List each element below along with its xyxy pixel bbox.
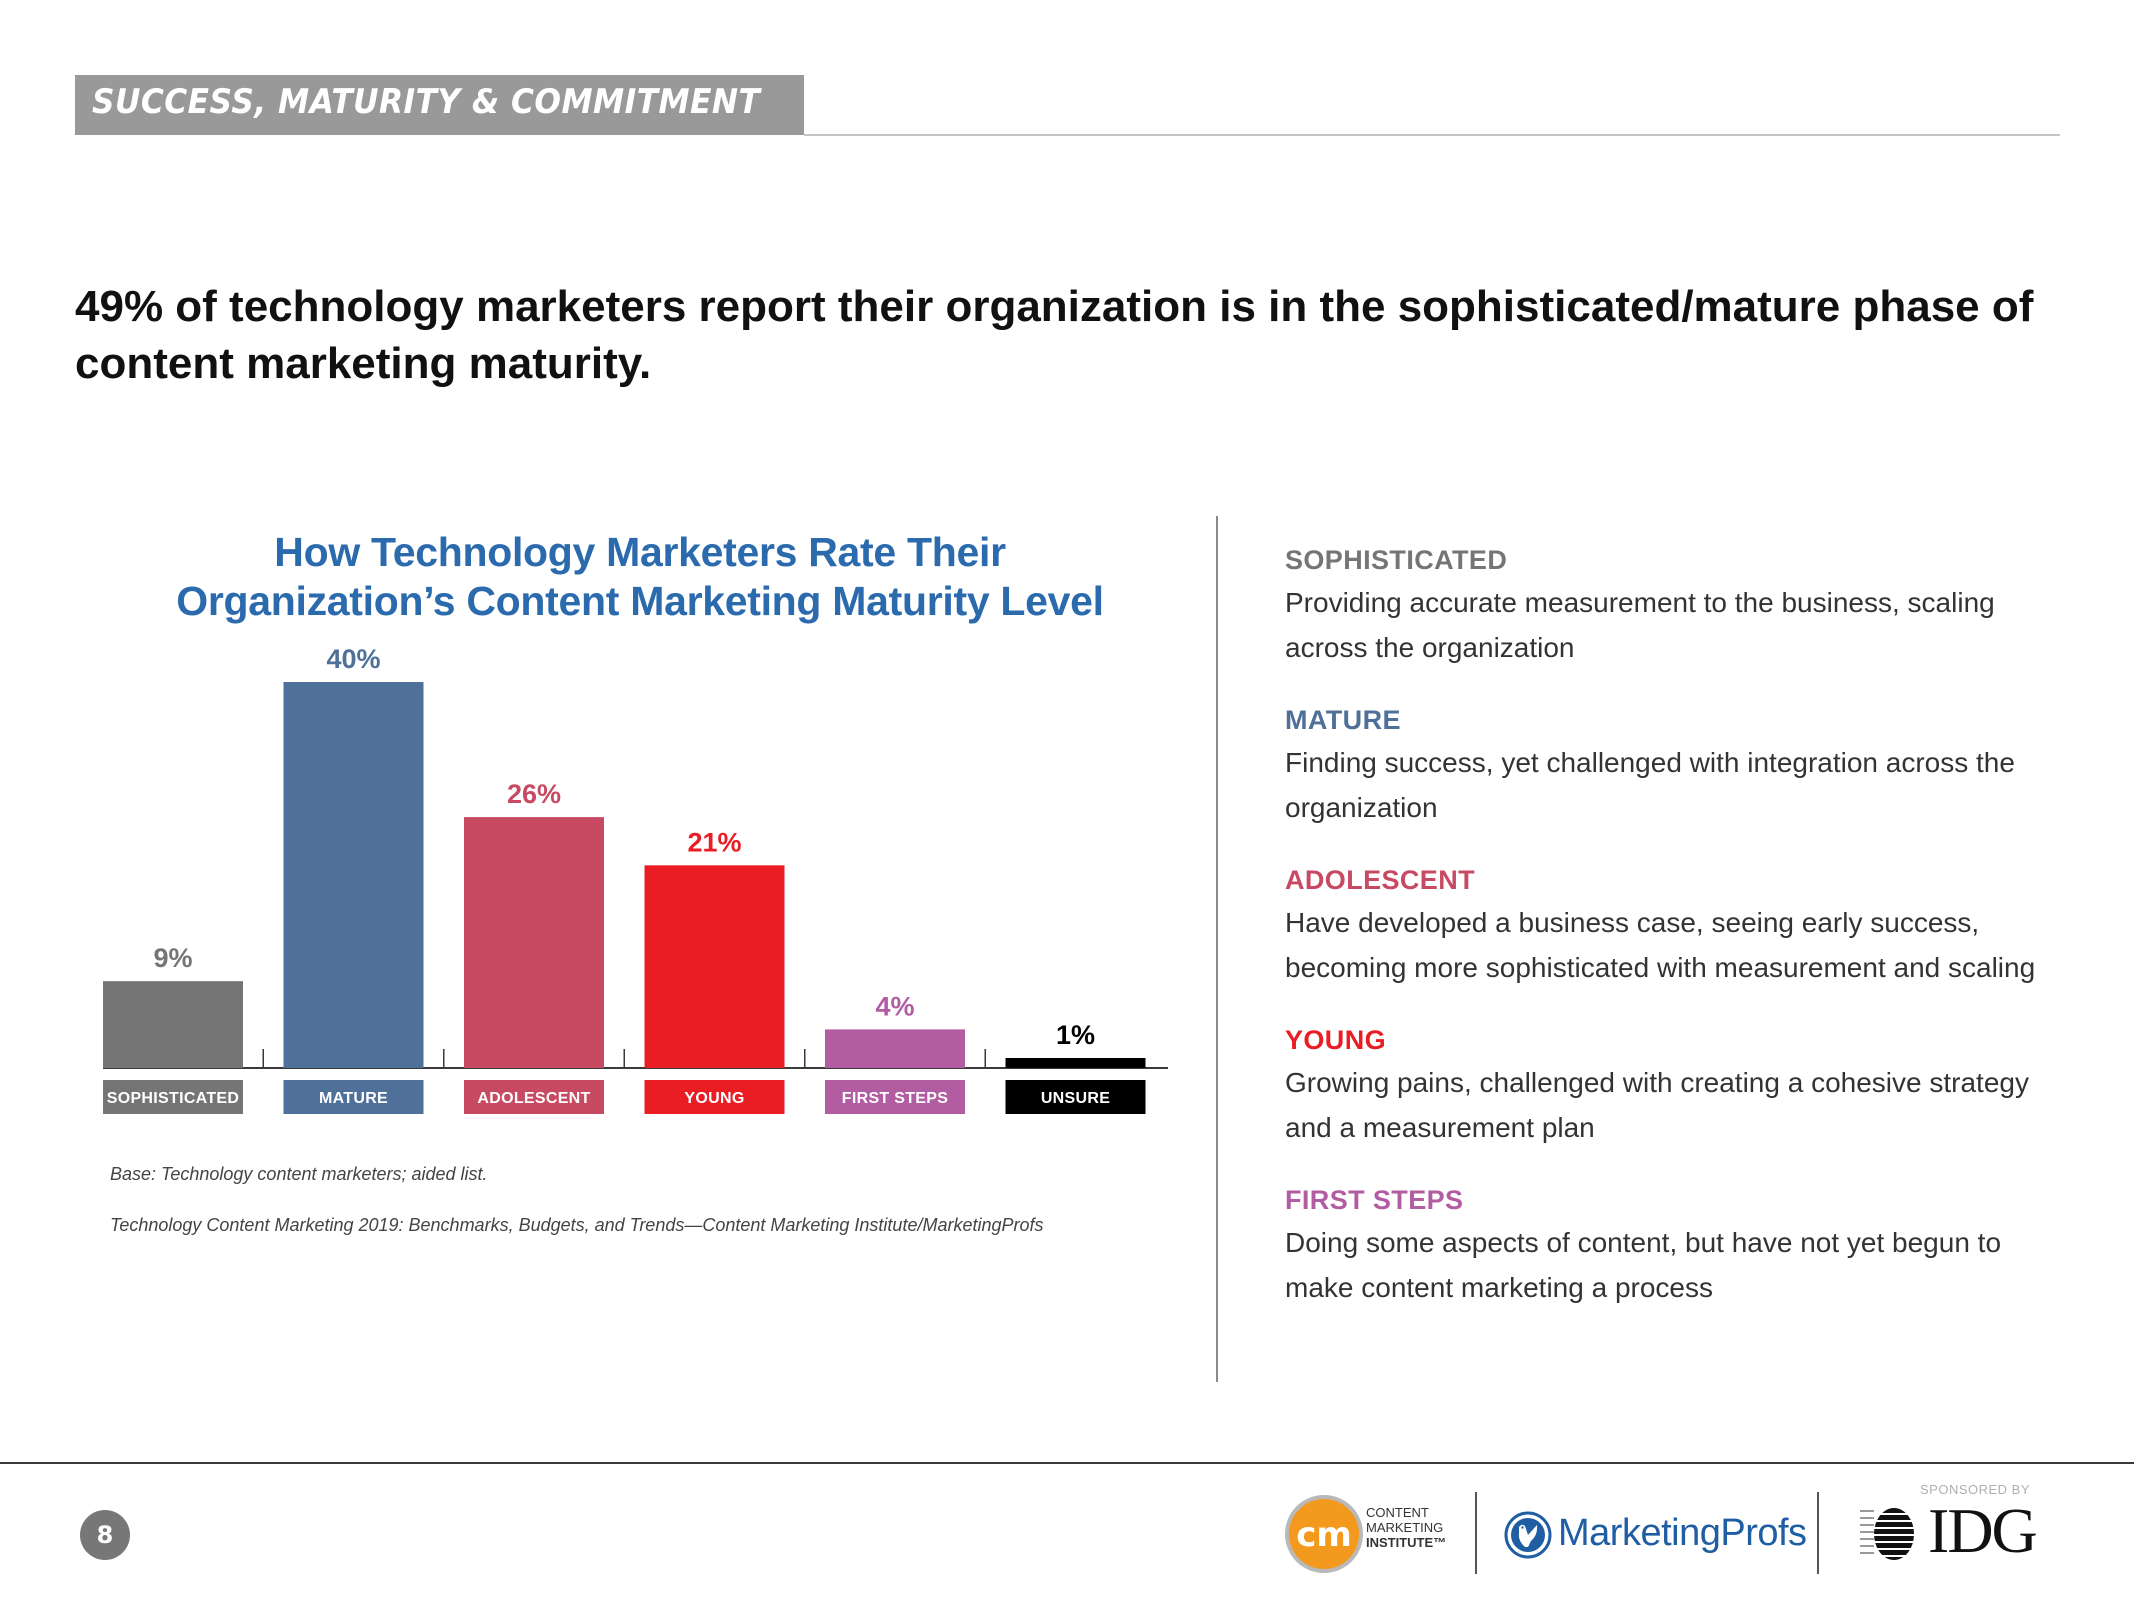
category-label-box bbox=[103, 1080, 243, 1114]
definition-description: Finding success, yet challenged with int… bbox=[1285, 747, 2015, 823]
chart-bars: 9% SOPHISTICATED 40% MATURE 26% ADOLESCENT 21%… bbox=[103, 644, 1168, 1114]
definition-description: Growing pains, challenged with creating … bbox=[1285, 1067, 2029, 1143]
idg-wordmark: IDG bbox=[1928, 1495, 2038, 1566]
category-label-box bbox=[464, 1080, 604, 1114]
category-label-box bbox=[825, 1080, 965, 1114]
cmi-line-1: CONTENT bbox=[1366, 1505, 1429, 1520]
chart-source-note: Technology Content Marketing 2019: Bench… bbox=[110, 1215, 1044, 1235]
category-label: MATURE bbox=[319, 1090, 388, 1107]
bar-adolescent bbox=[464, 817, 604, 1068]
bar-young bbox=[644, 865, 785, 1068]
category-label: ADOLESCENT bbox=[477, 1090, 590, 1107]
cmi-logo-glyph: cm bbox=[1296, 1515, 1352, 1555]
bar-value-label: 4% bbox=[875, 991, 914, 1021]
definition-sophisticated: SOPHISTICATED Providing accurate measure… bbox=[1285, 540, 2045, 670]
definition-first-steps: FIRST STEPS Doing some aspects of conten… bbox=[1285, 1180, 2045, 1310]
category-label: UNSURE bbox=[1041, 1090, 1110, 1107]
definition-term: SOPHISTICATED bbox=[1285, 545, 1508, 575]
cmi-wordmark: CONTENT MARKETING INSTITUTE™ bbox=[1366, 1505, 1446, 1550]
definition-term: YOUNG bbox=[1285, 1025, 1387, 1055]
bar-value-label: 1% bbox=[1056, 1020, 1095, 1050]
footer-divider bbox=[1817, 1492, 1819, 1574]
bar-value-label: 21% bbox=[687, 827, 741, 857]
idg-globe-icon bbox=[1860, 1508, 1920, 1560]
definition-term: FIRST STEPS bbox=[1285, 1185, 1464, 1215]
category-label: FIRST STEPS bbox=[842, 1090, 948, 1107]
vertical-divider bbox=[1216, 516, 1218, 1382]
chart-title-line-1: How Technology Marketers Rate Their bbox=[274, 529, 1006, 575]
header-rule bbox=[804, 134, 2060, 136]
bar-mature bbox=[283, 682, 424, 1068]
section-header-band bbox=[75, 75, 804, 135]
footer-rule bbox=[0, 1462, 2134, 1464]
category-label-box bbox=[644, 1080, 785, 1114]
definition-young: YOUNG Growing pains, challenged with cre… bbox=[1285, 1020, 2045, 1150]
category-label: SOPHISTICATED bbox=[107, 1090, 240, 1107]
page-number-badge: 8 bbox=[80, 1510, 130, 1560]
cmi-logo-icon: cm bbox=[1285, 1495, 1363, 1573]
definition-description: Doing some aspects of content, but have … bbox=[1285, 1227, 2002, 1303]
definition-description: Providing accurate measurement to the bu… bbox=[1285, 587, 1995, 663]
bar-value-label: 40% bbox=[326, 644, 380, 674]
category-label-box bbox=[283, 1080, 424, 1114]
bar-value-label: 9% bbox=[153, 943, 192, 973]
chart-title-line-2: Organization’s Content Marketing Maturit… bbox=[176, 578, 1104, 624]
category-label-box bbox=[1005, 1080, 1146, 1114]
definition-term: MATURE bbox=[1285, 705, 1401, 735]
footer-divider bbox=[1475, 1492, 1477, 1574]
bar-first-steps bbox=[825, 1029, 965, 1068]
definition-mature: MATURE Finding success, yet challenged w… bbox=[1285, 700, 2045, 830]
definition-term: ADOLESCENT bbox=[1285, 865, 1476, 895]
maturity-definitions: SOPHISTICATED Providing accurate measure… bbox=[1285, 540, 2045, 1340]
bar-value-label: 26% bbox=[507, 779, 561, 809]
sponsored-by-label: SPONSORED BY bbox=[1919, 1482, 2031, 1497]
cmi-line-2: MARKETING bbox=[1366, 1520, 1444, 1535]
section-title: SUCCESS, MATURITY & COMMITMENT bbox=[92, 82, 761, 122]
bar-sophisticated bbox=[103, 981, 243, 1068]
headline: 49% of technology marketers report their… bbox=[75, 282, 2034, 388]
bar-unsure bbox=[1005, 1058, 1146, 1068]
marketingprofs-bird-icon bbox=[1504, 1511, 1552, 1559]
category-label: YOUNG bbox=[684, 1090, 744, 1107]
cmi-line-3: INSTITUTE™ bbox=[1366, 1535, 1447, 1550]
definition-adolescent: ADOLESCENT Have developed a business cas… bbox=[1285, 860, 2045, 990]
marketingprofs-wordmark: MarketingProfs bbox=[1558, 1512, 1807, 1554]
chart-title: How Technology Marketers Rate Their Orga… bbox=[140, 528, 1140, 626]
definition-description: Have developed a business case, seeing e… bbox=[1285, 907, 2036, 983]
chart-base-note: Base: Technology content marketers; aide… bbox=[110, 1164, 488, 1184]
